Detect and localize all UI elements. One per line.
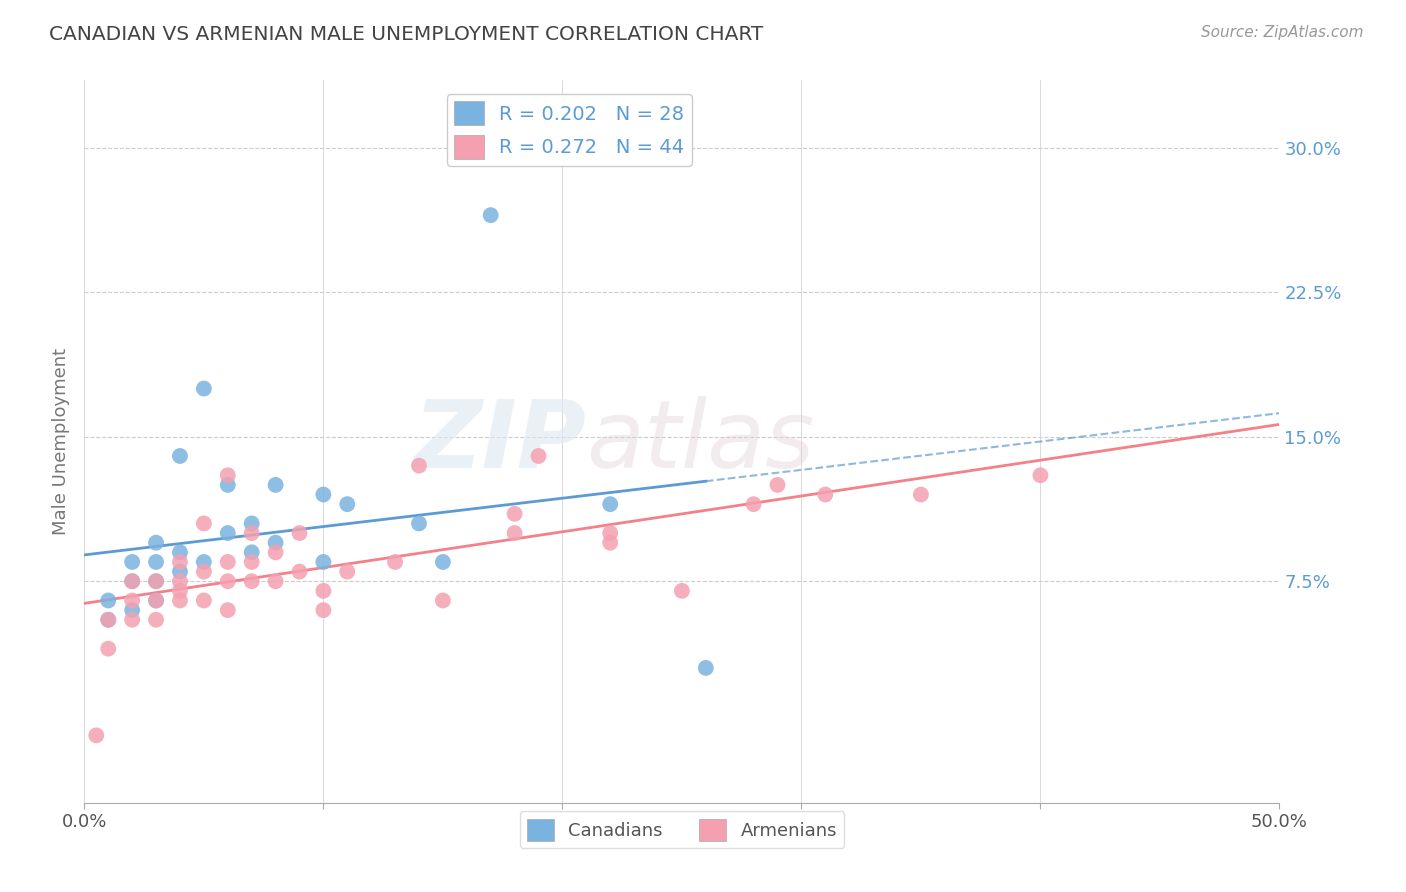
Point xyxy=(121,593,143,607)
Point xyxy=(169,449,191,463)
Point xyxy=(527,449,550,463)
Point xyxy=(145,574,167,589)
Point xyxy=(217,468,239,483)
Legend: Canadians, Armenians: Canadians, Armenians xyxy=(520,812,844,848)
Point xyxy=(264,478,287,492)
Point xyxy=(97,613,120,627)
Point xyxy=(240,516,263,531)
Point xyxy=(264,574,287,589)
Point xyxy=(97,641,120,656)
Point xyxy=(193,593,215,607)
Point xyxy=(742,497,765,511)
Point xyxy=(599,526,621,541)
Point xyxy=(217,555,239,569)
Point xyxy=(910,487,932,501)
Point xyxy=(1029,468,1052,483)
Point xyxy=(97,613,120,627)
Point xyxy=(240,574,263,589)
Point xyxy=(503,526,526,541)
Point xyxy=(217,603,239,617)
Point xyxy=(240,526,263,541)
Text: Source: ZipAtlas.com: Source: ZipAtlas.com xyxy=(1201,25,1364,40)
Point xyxy=(384,555,406,569)
Point xyxy=(169,583,191,598)
Point xyxy=(695,661,717,675)
Point xyxy=(671,583,693,598)
Point xyxy=(169,574,191,589)
Point xyxy=(240,545,263,559)
Text: ZIP: ZIP xyxy=(413,395,586,488)
Text: CANADIAN VS ARMENIAN MALE UNEMPLOYMENT CORRELATION CHART: CANADIAN VS ARMENIAN MALE UNEMPLOYMENT C… xyxy=(49,25,763,44)
Point xyxy=(193,565,215,579)
Point xyxy=(217,526,239,541)
Point xyxy=(169,565,191,579)
Point xyxy=(145,574,167,589)
Point xyxy=(288,526,311,541)
Point xyxy=(86,728,108,742)
Point xyxy=(408,516,430,531)
Point xyxy=(432,593,454,607)
Point xyxy=(145,535,167,549)
Point xyxy=(312,487,335,501)
Point xyxy=(599,497,621,511)
Point xyxy=(169,555,191,569)
Point xyxy=(121,603,143,617)
Point xyxy=(193,555,215,569)
Point xyxy=(312,583,335,598)
Point xyxy=(766,478,789,492)
Point xyxy=(599,535,621,549)
Point xyxy=(312,555,335,569)
Point xyxy=(814,487,837,501)
Y-axis label: Male Unemployment: Male Unemployment xyxy=(52,348,70,535)
Point xyxy=(145,613,167,627)
Point xyxy=(217,478,239,492)
Point xyxy=(169,593,191,607)
Point xyxy=(121,613,143,627)
Point xyxy=(169,545,191,559)
Point xyxy=(145,593,167,607)
Point xyxy=(264,535,287,549)
Text: atlas: atlas xyxy=(586,396,814,487)
Point xyxy=(312,603,335,617)
Point xyxy=(121,574,143,589)
Point xyxy=(145,555,167,569)
Point xyxy=(264,545,287,559)
Point xyxy=(479,208,502,222)
Point xyxy=(288,565,311,579)
Point xyxy=(408,458,430,473)
Point xyxy=(432,555,454,569)
Point xyxy=(217,574,239,589)
Point xyxy=(503,507,526,521)
Point xyxy=(336,565,359,579)
Point xyxy=(97,593,120,607)
Point xyxy=(336,497,359,511)
Point xyxy=(145,593,167,607)
Point xyxy=(240,555,263,569)
Point xyxy=(121,555,143,569)
Point xyxy=(193,382,215,396)
Point xyxy=(193,516,215,531)
Point xyxy=(121,574,143,589)
